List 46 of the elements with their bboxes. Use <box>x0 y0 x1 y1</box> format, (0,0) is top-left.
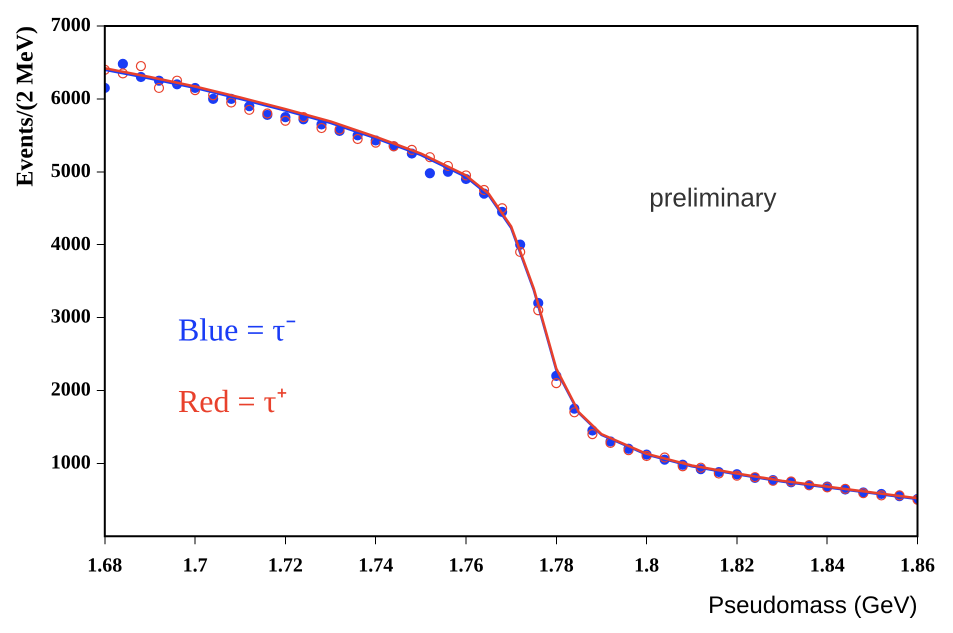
y-tick-label: 6000 <box>50 87 91 110</box>
point <box>660 452 670 463</box>
x-tick-label: 1.84 <box>810 554 845 576</box>
point <box>587 429 598 440</box>
point <box>136 60 146 72</box>
point <box>424 152 435 162</box>
point <box>244 104 254 115</box>
x-tick-label: 1.68 <box>87 554 122 576</box>
x-tick-label: 1.72 <box>268 554 303 576</box>
x-tick-label: 1.7 <box>182 554 208 576</box>
x-tick-label: 1.82 <box>719 554 754 576</box>
y-tick-label: 2000 <box>50 378 91 401</box>
point <box>424 168 435 178</box>
point <box>515 246 526 258</box>
point <box>226 97 236 108</box>
y-tick-label: 5000 <box>50 160 91 182</box>
point <box>370 138 381 148</box>
annotation: preliminary <box>649 182 776 213</box>
point <box>118 58 128 69</box>
point <box>190 85 200 96</box>
point <box>478 184 490 196</box>
point <box>569 407 580 418</box>
annotation: Red = τ⁺ <box>178 382 288 419</box>
point <box>118 68 128 78</box>
x-tick-label: 1.74 <box>358 554 394 576</box>
y-tick-label: 7000 <box>50 14 91 36</box>
y-tick-label: 4000 <box>50 232 91 255</box>
annotation: Blue = τ⁻ <box>178 312 296 348</box>
point <box>154 82 164 94</box>
point <box>406 144 417 156</box>
y-axis-title: Events/(2 MeV) <box>12 26 39 187</box>
point <box>551 378 562 388</box>
x-tick-label: 1.8 <box>634 554 660 576</box>
point <box>352 134 363 144</box>
point <box>442 160 454 172</box>
y-tick-label: 1000 <box>50 451 91 474</box>
y-tick-label: 3000 <box>50 306 91 328</box>
x-tick-label: 1.78 <box>538 554 574 576</box>
point <box>280 116 290 126</box>
x-tick-label: 1.76 <box>448 554 484 576</box>
point <box>316 122 327 134</box>
point <box>172 76 182 86</box>
x-tick-label: 1.86 <box>900 554 935 576</box>
x-axis-title: Pseudomass (GeV) <box>708 592 918 620</box>
point <box>533 305 544 316</box>
point <box>460 170 472 181</box>
